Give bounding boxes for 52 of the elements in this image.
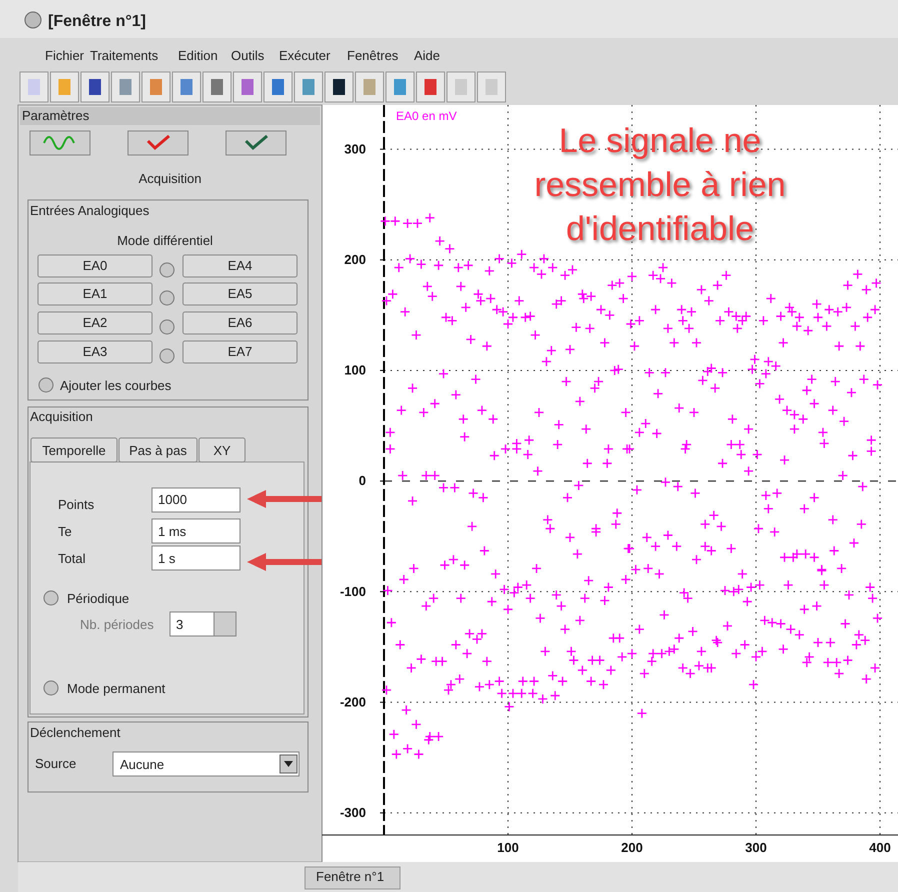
text: Mode différentiel [117,233,214,248]
text: Temporelle [42,443,106,458]
text: Aide [414,48,440,63]
y-tick-label: 100 [344,362,366,378]
text: EA1 [82,286,108,301]
text: Pas à pas [129,443,188,458]
text: Edition [178,48,218,63]
text: Acquisition [30,409,93,424]
x-tick-label: 300 [745,840,767,856]
text: EA7 [228,344,252,359]
text: Fenêtres [347,48,399,63]
text: EA4 [228,258,252,273]
y-axis-title: EA0 en mV [396,109,457,123]
text: Outils [231,48,265,63]
y-tick-label: -200 [340,694,366,710]
text: Source [35,756,76,771]
y-tick-label: 200 [344,252,366,268]
text: Paramètres [22,108,90,123]
text: EA3 [82,344,108,359]
text: Fichier [45,48,85,63]
text: Exécuter [279,48,331,63]
text: 3 [176,617,184,632]
text: 1 ms [158,524,187,539]
text: 1000 [158,492,187,507]
text: Déclenchement [30,725,121,740]
text: Périodique [67,591,130,606]
text: Nb. périodes [80,617,154,632]
text: Entrées Analogiques [30,203,150,218]
text: XY [213,443,231,458]
text: Points [58,497,95,512]
y-tick-label: 0 [358,473,366,488]
text: Traitements [90,48,159,63]
annotation: Le signale ne ressemble à rien d'identifiable [534,122,786,248]
text: Ajouter les courbes [60,378,172,393]
text: Fenêtre n°1 [316,869,384,884]
text: Acquisition [138,171,202,186]
text: 1 s [158,551,176,566]
text: EA6 [228,315,252,330]
y-tick-label: -100 [340,584,366,599]
text: Aucune [120,757,164,772]
text: Mode permanent [67,681,166,696]
text: EA2 [82,315,108,330]
text: Te [58,524,72,539]
y-tick-label: 300 [344,141,366,156]
text: EA5 [228,286,252,301]
x-tick-label: 400 [869,840,891,856]
text: Total [58,551,86,566]
text: [Fenêtre n°1] [48,13,146,30]
y-tick-label: -300 [340,805,366,820]
x-tick-label: 200 [621,840,643,856]
text: EA0 [82,258,108,273]
x-tick-label: 100 [497,840,519,856]
